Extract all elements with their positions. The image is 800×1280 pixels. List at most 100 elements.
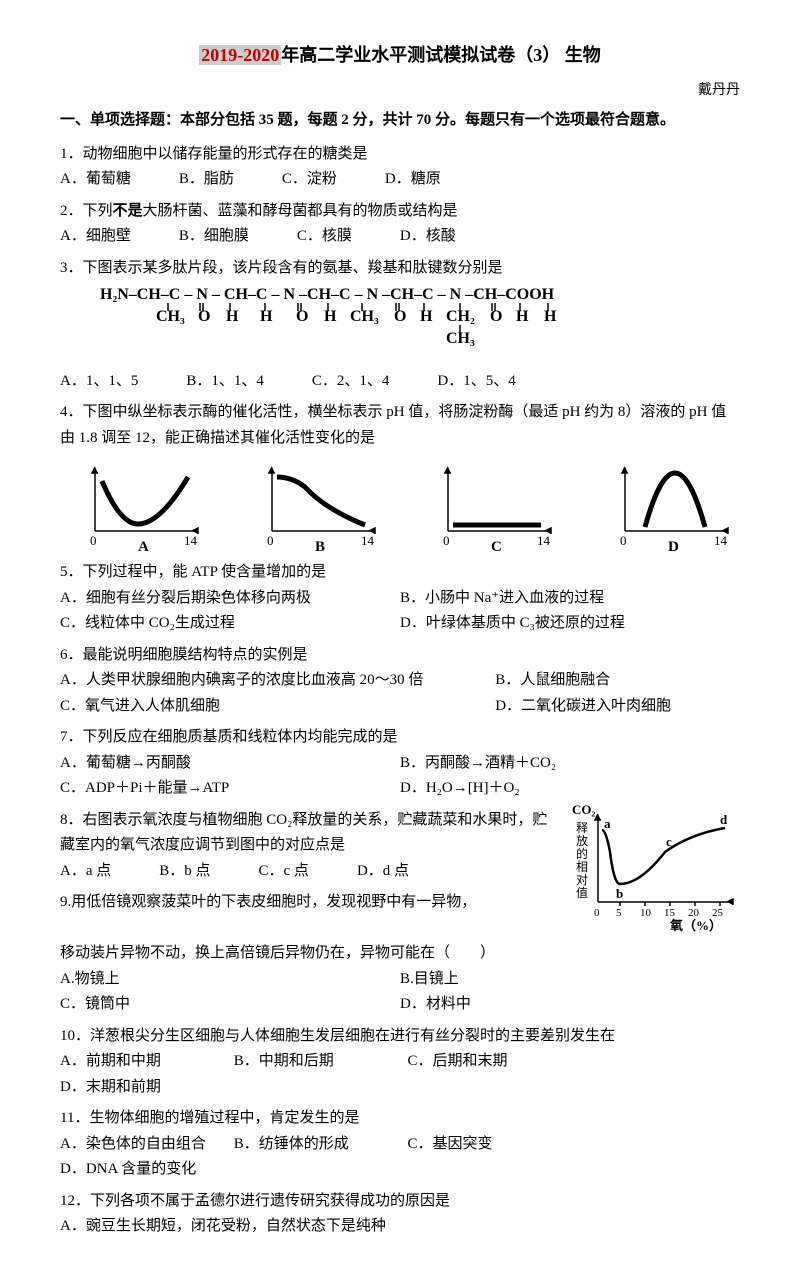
q11-D: D．DNA 含量的变化 bbox=[60, 1157, 230, 1183]
title-rest: 年高二学业水平测试模拟试卷（3） 生物 bbox=[281, 45, 601, 65]
q5-B: B．小肠中 Na⁺进入血液的过程 bbox=[400, 586, 740, 612]
q11-options: A．染色体的自由组合 B．纺锤体的形成 C．基因突变 D．DNA 含量的变化 bbox=[60, 1132, 740, 1183]
svg-text:CO₂: CO₂ bbox=[572, 802, 596, 817]
section-header: 一、单项选择题：本部分包括 35 题，每题 2 分，共计 70 分。每题只有一个… bbox=[60, 108, 740, 134]
svg-text:D: D bbox=[668, 539, 679, 554]
svg-text:0: 0 bbox=[594, 907, 600, 919]
q9-B: B.目镜上 bbox=[400, 967, 740, 993]
q5-A: A．细胞有丝分裂后期染色体移向两极 bbox=[60, 586, 400, 612]
q11-C: C．基因突变 bbox=[408, 1132, 578, 1158]
author: 戴丹丹 bbox=[60, 79, 740, 103]
q10-D: D．末期和前期 bbox=[60, 1075, 230, 1101]
svg-text:H: H bbox=[516, 308, 529, 325]
q4-graph-B: 0 14 B bbox=[257, 459, 387, 554]
svg-text:A: A bbox=[138, 539, 149, 554]
svg-text:14: 14 bbox=[537, 533, 551, 548]
q2-A: A．细胞壁 bbox=[60, 224, 131, 250]
q12-stem: 12．下列各项不属于孟德尔进行遗传研究获得成功的原因是 bbox=[60, 1189, 740, 1215]
q2-B: B．细胞膜 bbox=[179, 224, 249, 250]
q8-C: C．c 点 bbox=[259, 859, 309, 885]
q8-ylabel: 释放的相对值 bbox=[576, 821, 588, 900]
q7-C: C．ADP＋Pi＋能量→ATP bbox=[60, 776, 400, 802]
svg-text:0: 0 bbox=[620, 533, 627, 548]
svg-text:B: B bbox=[315, 539, 325, 554]
q1-C: C．淀粉 bbox=[282, 167, 337, 193]
q9-options: A.物镜上 B.目镜上 C．镜筒中 D．材料中 bbox=[60, 967, 740, 1018]
q1-A: A．葡萄糖 bbox=[60, 167, 131, 193]
q8-B: B．b 点 bbox=[159, 859, 210, 885]
q10-options: A．前期和中期 B．中期和后期 C．后期和末期 D．末期和前期 bbox=[60, 1049, 740, 1100]
svg-text:CH₃: CH₃ bbox=[156, 308, 185, 325]
q8-D: D．d 点 bbox=[357, 859, 409, 885]
svg-text:d: d bbox=[720, 812, 728, 827]
svg-text:14: 14 bbox=[361, 533, 375, 548]
q7-D: D．H₂O→[H]＋O₂ bbox=[400, 776, 740, 802]
q6-D: D．二氧化碳进入叶肉细胞 bbox=[495, 694, 740, 720]
q1-D: D．糖原 bbox=[385, 167, 441, 193]
q2-stem: 2．下列不是大肠杆菌、蓝藻和酵母菌都具有的物质或结构是 bbox=[60, 199, 740, 225]
title-year: 2019-2020 bbox=[199, 45, 281, 65]
q11-stem: 11．生物体细胞的增殖过程中，肯定发生的是 bbox=[60, 1106, 740, 1132]
svg-text:b: b bbox=[616, 886, 623, 901]
q3-stem: 3．下图表示某多肽片段，该片段含有的氨基、羧基和肽键数分别是 bbox=[60, 256, 740, 282]
svg-text:H: H bbox=[226, 308, 239, 325]
q7-options: A．葡萄糖→丙酮酸 B．丙酮酸→酒精＋CO₂ C．ADP＋Pi＋能量→ATP D… bbox=[60, 751, 740, 802]
q1-B: B．脂肪 bbox=[179, 167, 234, 193]
q12-A: A．豌豆生长期短，闭花受粉，自然状态下是纯种 bbox=[60, 1214, 740, 1240]
q8-A: A．a 点 bbox=[60, 859, 111, 885]
q11-B: B．纺锤体的形成 bbox=[234, 1132, 404, 1158]
q9-D: D．材料中 bbox=[400, 992, 740, 1018]
page-title: 2019-2020年高二学业水平测试模拟试卷（3） 生物 bbox=[60, 40, 740, 71]
q11-A: A．染色体的自由组合 bbox=[60, 1132, 230, 1158]
q3-A: A．1、1、5 bbox=[60, 369, 138, 395]
q5-D: D．叶绿体基质中 C₃被还原的过程 bbox=[400, 611, 740, 637]
q3-B: B．1、1、4 bbox=[186, 369, 264, 395]
q5-C: C．线粒体中 CO₂生成过程 bbox=[60, 611, 400, 637]
q3-C: C．2、1、4 bbox=[312, 369, 390, 395]
q2-c: 大肠杆菌、蓝藻和酵母菌都具有的物质或结构是 bbox=[143, 203, 458, 219]
q10-A: A．前期和中期 bbox=[60, 1049, 230, 1075]
svg-text:14: 14 bbox=[184, 533, 198, 548]
q4-graph-A: 0 14 A bbox=[80, 459, 210, 554]
svg-text:5: 5 bbox=[616, 907, 622, 919]
q4-graph-D: 0 14 D bbox=[610, 459, 740, 554]
q4-graphs: 014 A 014 B 014 C 014 D bbox=[80, 459, 740, 554]
q2-a: 2．下列 bbox=[60, 203, 113, 219]
q1-stem: 1．动物细胞中以储存能量的形式存在的糖类是 bbox=[60, 142, 740, 168]
q7-A: A．葡萄糖→丙酮酸 bbox=[60, 751, 400, 777]
svg-text:0: 0 bbox=[267, 533, 274, 548]
q5-options: A．细胞有丝分裂后期染色体移向两极 B．小肠中 Na⁺进入血液的过程 C．线粒体… bbox=[60, 586, 740, 637]
q4-graph-C: 014 C bbox=[433, 459, 563, 554]
svg-text:a: a bbox=[604, 816, 611, 831]
q1-options: A．葡萄糖 B．脂肪 C．淀粉 D．糖原 bbox=[60, 167, 740, 193]
q2-D: D．核酸 bbox=[400, 224, 456, 250]
q8-options: A．a 点 B．b 点 C．c 点 D．d 点 bbox=[60, 859, 562, 885]
q3-formula: H₂N–CH–C – N – CH–C – N –CH–C – N –CH–C … bbox=[100, 281, 740, 369]
svg-text:H: H bbox=[260, 308, 273, 325]
q4-stem: 4．下图中纵坐标表示酶的催化活性，横坐标表示 pH 值，将肠淀粉酶（最适 pH … bbox=[60, 400, 740, 451]
svg-text:c: c bbox=[666, 834, 672, 849]
q7-stem: 7．下列反应在细胞质基质和线粒体内均能完成的是 bbox=[60, 725, 740, 751]
q2-C: C．核膜 bbox=[297, 224, 352, 250]
q9-cont: 移动装片异物不动，换上高倍镜后异物仍在，异物可能在（ ） bbox=[60, 941, 740, 967]
q9-C: C．镜筒中 bbox=[60, 992, 400, 1018]
svg-text:H: H bbox=[544, 308, 557, 325]
q2-options: A．细胞壁 B．细胞膜 C．核膜 D．核酸 bbox=[60, 224, 740, 250]
q6-options: A．人类甲状腺细胞内碘离子的浓度比血液高 20～30 倍 B．人鼠细胞融合 C．… bbox=[60, 668, 740, 719]
svg-text:H: H bbox=[420, 308, 433, 325]
q10-C: C．后期和末期 bbox=[408, 1049, 578, 1075]
q6-B: B．人鼠细胞融合 bbox=[495, 668, 740, 694]
svg-text:氧（%）: 氧（%） bbox=[669, 918, 722, 932]
svg-text:0: 0 bbox=[90, 533, 97, 548]
q5-stem: 5．下列过程中，能 ATP 使含量增加的是 bbox=[60, 560, 740, 586]
q6-stem: 6．最能说明细胞膜结构特点的实例是 bbox=[60, 643, 740, 669]
q10-B: B．中期和后期 bbox=[234, 1049, 404, 1075]
q3-options: A．1、1、5 B．1、1、4 C．2、1、4 D．1、5、4 bbox=[60, 369, 740, 395]
q2-b: 不是 bbox=[113, 203, 143, 219]
q6-C: C．氧气进入人体肌细胞 bbox=[60, 694, 495, 720]
q10-stem: 10．洋葱根尖分生区细胞与人体细胞生发层细胞在进行有丝分裂时的主要差别发生在 bbox=[60, 1024, 740, 1050]
peptide-formula: H₂N–CH–C – N – CH–C – N –CH–C – N –CH–C … bbox=[100, 281, 660, 359]
svg-text:14: 14 bbox=[714, 533, 728, 548]
q8-graph: CO₂ a b c d 释放的相对值 0 5 10 15 20 25 氧（%） bbox=[570, 802, 740, 942]
svg-text:0: 0 bbox=[443, 533, 450, 548]
